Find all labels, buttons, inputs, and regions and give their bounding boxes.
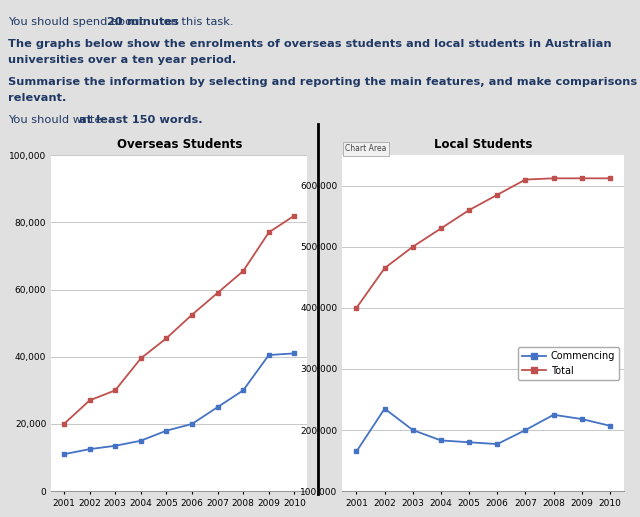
Text: You should spend about: You should spend about [8, 17, 147, 26]
Text: Chart Area: Chart Area [345, 144, 387, 154]
Title: Local Students: Local Students [434, 138, 532, 151]
Text: relevant.: relevant. [8, 93, 66, 103]
Text: on this task.: on this task. [160, 17, 234, 26]
Text: You should write: You should write [8, 115, 105, 125]
Text: The graphs below show the enrolments of overseas students and local students in : The graphs below show the enrolments of … [8, 39, 611, 49]
Title: Overseas Students: Overseas Students [116, 138, 242, 151]
Text: Summarise the information by selecting and reporting the main features, and make: Summarise the information by selecting a… [8, 77, 640, 86]
Text: 20 minutes: 20 minutes [107, 17, 179, 26]
Text: at least 150 words.: at least 150 words. [79, 115, 202, 125]
Text: universities over a ten year period.: universities over a ten year period. [8, 55, 236, 65]
Legend: Commencing, Total: Commencing, Total [518, 347, 619, 380]
